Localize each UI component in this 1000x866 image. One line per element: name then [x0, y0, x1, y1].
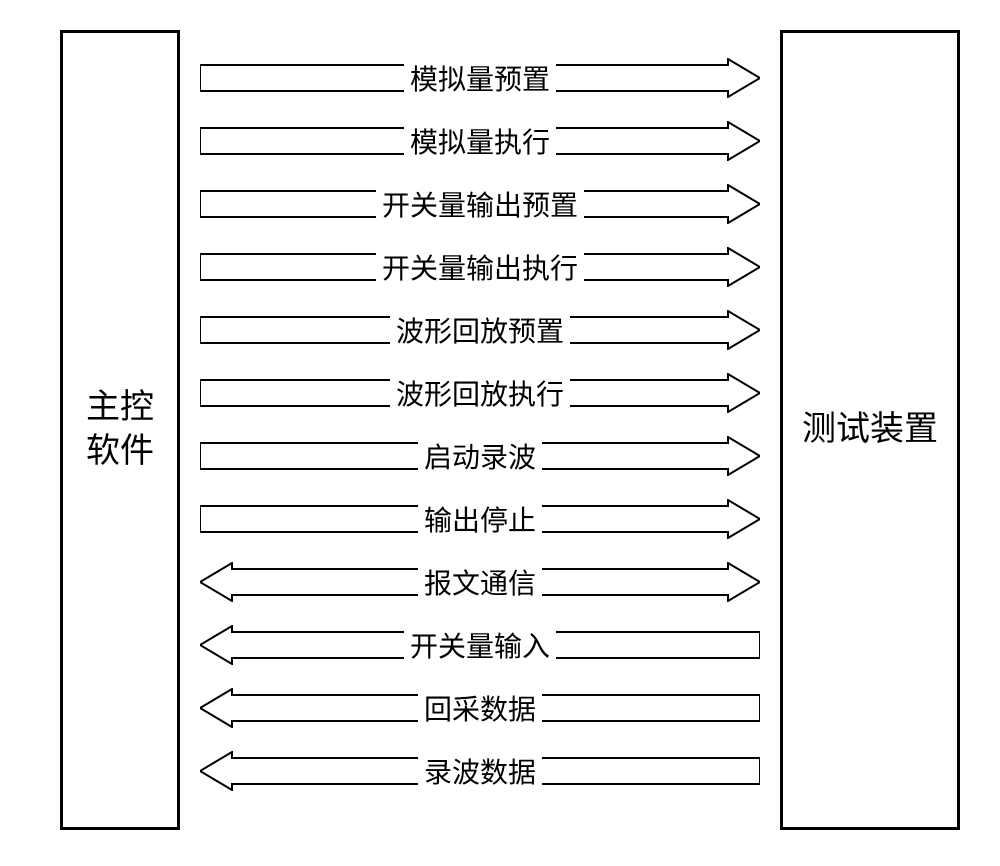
arrow-row: 模拟量预置	[200, 58, 760, 98]
arrow-row: 录波数据	[200, 751, 760, 791]
arrow-label: 启动录波	[418, 436, 542, 476]
arrow-label: 录波数据	[418, 751, 542, 791]
left-box: 主控软件	[60, 30, 180, 830]
arrow-row: 波形回放执行	[200, 373, 760, 413]
arrow-row: 开关量输出执行	[200, 247, 760, 287]
arrow-label: 开关量输出执行	[376, 247, 584, 287]
right-box-label: 测试装置	[802, 408, 938, 452]
arrow-row: 模拟量执行	[200, 121, 760, 161]
arrow-label: 开关量输入	[404, 625, 556, 665]
right-box: 测试装置	[780, 30, 960, 830]
arrow-label: 报文通信	[418, 562, 542, 602]
arrow-row: 开关量输出预置	[200, 184, 760, 224]
left-box-label: 主控软件	[86, 386, 154, 474]
diagram-canvas: 主控软件 测试装置 模拟量预置模拟量执行开关量输出预置开关量输出执行波形回放预置…	[0, 0, 1000, 866]
arrow-label: 回采数据	[418, 688, 542, 728]
arrow-label: 开关量输出预置	[376, 184, 584, 224]
arrow-row: 输出停止	[200, 499, 760, 539]
arrow-row: 开关量输入	[200, 625, 760, 665]
arrow-row: 启动录波	[200, 436, 760, 476]
arrow-label: 输出停止	[418, 499, 542, 539]
arrow-row: 回采数据	[200, 688, 760, 728]
arrow-label: 模拟量执行	[404, 121, 556, 161]
arrow-label: 波形回放执行	[390, 373, 570, 413]
arrow-row: 波形回放预置	[200, 310, 760, 350]
arrow-label: 模拟量预置	[404, 58, 556, 98]
arrow-row: 报文通信	[200, 562, 760, 602]
arrow-label: 波形回放预置	[390, 310, 570, 350]
